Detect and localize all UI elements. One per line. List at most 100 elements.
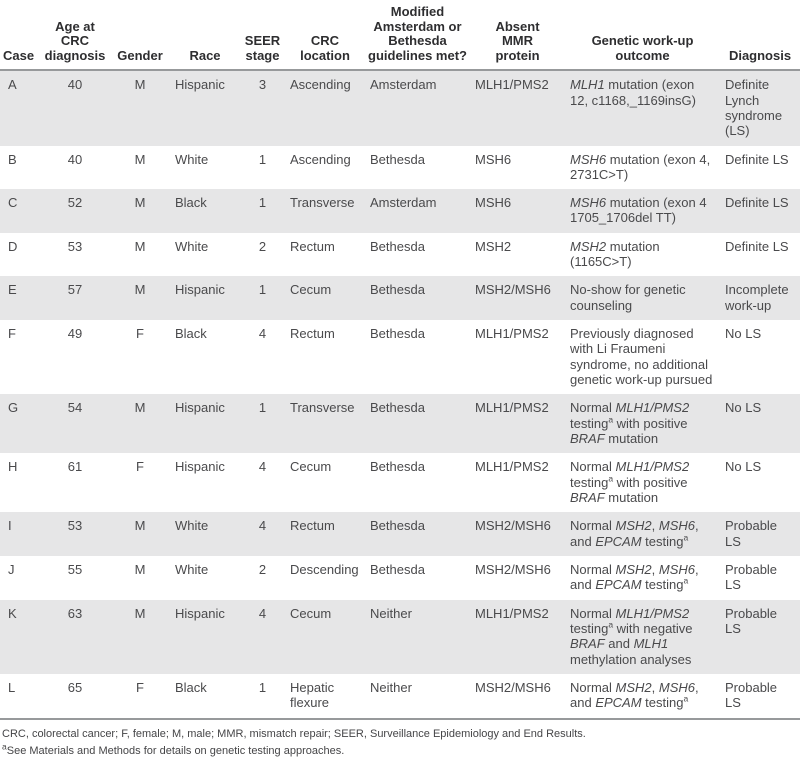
cell-mmr: MLH1/PMS2: [475, 459, 549, 475]
cell-outcome: Normal MSH2, MSH6, and EPCAM testinga: [570, 518, 699, 549]
table-row: F 49 F Black 4 Rectum Bethesda MLH1/PMS2 Previou…: [0, 320, 800, 395]
cell-mmr: MLH1/PMS2: [475, 400, 549, 416]
cell-mmr: MSH6: [475, 151, 512, 167]
cell-case: L: [8, 680, 16, 696]
cell-gender: M: [134, 151, 146, 167]
table-row: I 53 M White 4 Rectum Bethesda MSH2/MSH6 Normal …: [0, 512, 800, 557]
cell-gender: M: [134, 605, 146, 621]
cell-race: White: [175, 562, 209, 578]
cell-diagnosis: Definite LS: [725, 151, 789, 167]
cell-location: Ascending: [290, 77, 351, 93]
cell-gender: M: [134, 282, 146, 298]
table-body: A 40 M Hispanic 3 Ascending Amsterdam MLH1/PMS2…: [0, 70, 800, 719]
cell-outcome: MSH6 mutation (exon 4 1705_1706del TT): [570, 195, 707, 226]
cell-location: Ascending: [290, 151, 351, 167]
cell-stage: 4: [258, 459, 267, 475]
cell-age: 54: [67, 400, 83, 416]
cell-case: G: [8, 400, 19, 416]
cell-stage: 1: [258, 151, 267, 167]
cell-diagnosis: No LS: [725, 459, 762, 475]
cell-location: Transverse: [290, 400, 355, 416]
cell-location: Hepatic flexure: [290, 680, 335, 711]
cell-age: 55: [67, 562, 83, 578]
testing-footnote: aSee Materials and Methods for details o…: [2, 741, 345, 758]
cell-guidelines: Bethesda: [370, 282, 425, 298]
cell-race: White: [175, 518, 209, 534]
header-row: Case Age at CRC diagnosis Gender Race SE…: [0, 0, 800, 71]
cell-diagnosis: No LS: [725, 400, 762, 416]
cell-gender: M: [134, 400, 146, 416]
cell-outcome: Normal MSH2, MSH6, and EPCAM testinga: [570, 562, 699, 593]
cell-location: Cecum: [290, 459, 332, 475]
cell-mmr: MSH2/MSH6: [475, 562, 551, 578]
cell-guidelines: Bethesda: [370, 238, 425, 254]
cell-race: Black: [175, 326, 207, 342]
cell-case: B: [8, 151, 17, 167]
cell-stage: 2: [258, 562, 267, 578]
cases-table: Case Age at CRC diagnosis Gender Race SE…: [0, 0, 800, 720]
table-row: D 53 M White 2 Rectum Bethesda MSH2 MSH2 mutatio…: [0, 232, 800, 277]
cell-race: White: [175, 238, 209, 254]
cell-diagnosis: Probable LS: [725, 518, 778, 549]
cell-diagnosis: Incomplete work-up: [725, 282, 789, 313]
cell-location: Cecum: [290, 282, 332, 298]
cell-guidelines: Bethesda: [370, 562, 425, 578]
col-header-absent-mmr-protein: Absent MMR protein: [495, 18, 540, 63]
cell-guidelines: Amsterdam: [370, 77, 437, 93]
table-row: A 40 M Hispanic 3 Ascending Amsterdam MLH1/PMS2…: [0, 70, 800, 146]
table-row: C 52 M Black 1 Transverse Amsterdam MSH6 MSH6 mu…: [0, 189, 800, 233]
cell-outcome: Previously diagnosed with Li Fraumeni sy…: [570, 326, 713, 388]
cell-outcome: Normal MLH1/PMS2 testinga with positive …: [570, 459, 690, 506]
cell-guidelines: Amsterdam: [370, 195, 437, 211]
cell-mmr: MLH1/PMS2: [475, 605, 549, 621]
cell-stage: 3: [258, 77, 267, 93]
cell-case: A: [8, 77, 17, 93]
cell-stage: 1: [258, 282, 267, 298]
cell-case: E: [8, 282, 17, 298]
cell-gender: M: [134, 562, 146, 578]
table-row: H 61 F Hispanic 4 Cecum Bethesda MLH1/PMS2 Norma…: [0, 453, 800, 513]
cell-location: Rectum: [290, 518, 335, 534]
cell-age: 57: [67, 282, 83, 298]
cell-case: J: [8, 562, 15, 578]
cell-outcome: Normal MLH1/PMS2 testinga with negative …: [570, 605, 693, 667]
cell-outcome: Normal MLH1/PMS2 testinga with positive …: [570, 400, 690, 447]
cell-stage: 1: [258, 680, 267, 696]
cell-gender: F: [136, 326, 144, 342]
cell-age: 63: [67, 605, 83, 621]
cell-location: Descending: [290, 562, 359, 578]
cell-stage: 4: [258, 518, 267, 534]
cell-mmr: MSH2/MSH6: [475, 680, 551, 696]
cell-age: 53: [67, 238, 83, 254]
cell-mmr: MLH1/PMS2: [475, 77, 549, 93]
cell-case: I: [8, 518, 12, 534]
cell-gender: M: [134, 77, 146, 93]
cell-outcome: MSH2 mutation (1165C>T): [570, 238, 660, 270]
cell-race: Black: [175, 680, 207, 696]
cell-guidelines: Bethesda: [370, 326, 425, 342]
cell-guidelines: Bethesda: [370, 518, 425, 534]
cell-diagnosis: Probable LS: [725, 605, 778, 637]
cell-case: H: [8, 459, 18, 475]
table-row: E 57 M Hispanic 1 Cecum Bethesda MSH2/MSH6 No-sh…: [0, 276, 800, 321]
col-header-case: Case: [3, 47, 35, 63]
cell-diagnosis: No LS: [725, 326, 762, 342]
cell-outcome: MSH6 mutation (exon 4, 2731C>T): [570, 151, 711, 182]
cell-case: C: [8, 195, 18, 211]
cell-gender: F: [136, 680, 144, 696]
cell-age: 65: [67, 680, 83, 696]
cell-age: 53: [67, 518, 83, 534]
cell-age: 40: [67, 151, 83, 167]
cell-race: Hispanic: [175, 605, 225, 621]
cell-race: Hispanic: [175, 400, 225, 416]
cell-age: 40: [67, 77, 83, 93]
col-header-seer-stage: SEER stage: [244, 33, 281, 63]
cell-age: 61: [67, 459, 83, 475]
col-header-genetic-workup-outcome: Genetic work-up outcome: [591, 33, 694, 63]
abbreviations-footnote: CRC, colorectal cancer; F, female; M, ma…: [2, 727, 586, 740]
table-row: K 63 M Hispanic 4 Cecum Neither MLH1/PMS2 Normal…: [0, 599, 800, 675]
cell-gender: F: [136, 459, 144, 475]
cell-location: Transverse: [290, 195, 355, 211]
cell-guidelines: Neither: [370, 680, 412, 696]
